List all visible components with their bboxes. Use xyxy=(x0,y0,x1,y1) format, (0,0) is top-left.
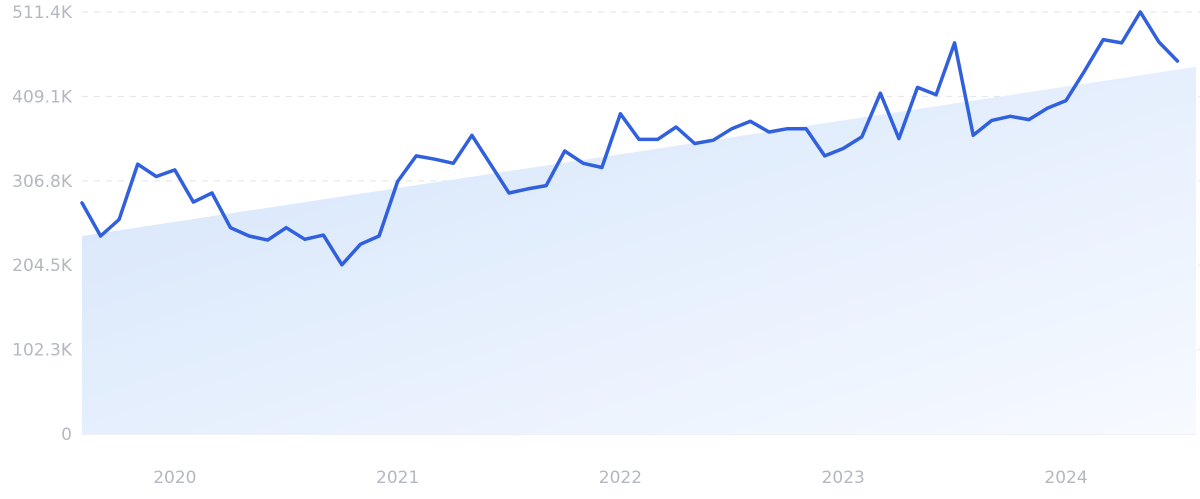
y-tick-label: 409.1K xyxy=(12,87,73,107)
series-layer xyxy=(80,10,1180,267)
x-tick-label: 2022 xyxy=(599,468,642,488)
trend-area-fill xyxy=(82,66,1196,435)
y-tick-label: 511.4K xyxy=(12,3,73,23)
y-tick-label: 204.5K xyxy=(12,256,73,276)
y-tick-label: 102.3K xyxy=(12,341,73,361)
x-axis-ticks: 2020 2021 2022 2023 2024 xyxy=(153,468,1087,488)
series-line xyxy=(80,10,1180,267)
trend-area xyxy=(82,66,1196,435)
y-tick-label: 0 xyxy=(61,425,72,445)
x-tick-label: 2021 xyxy=(376,468,419,488)
y-axis-ticks: 0 102.3K 204.5K 306.8K 409.1K 511.4K xyxy=(12,3,73,445)
x-tick-label: 2024 xyxy=(1044,468,1087,488)
x-tick-label: 2023 xyxy=(822,468,865,488)
x-tick-label: 2020 xyxy=(153,468,196,488)
y-tick-label: 306.8K xyxy=(12,172,73,192)
